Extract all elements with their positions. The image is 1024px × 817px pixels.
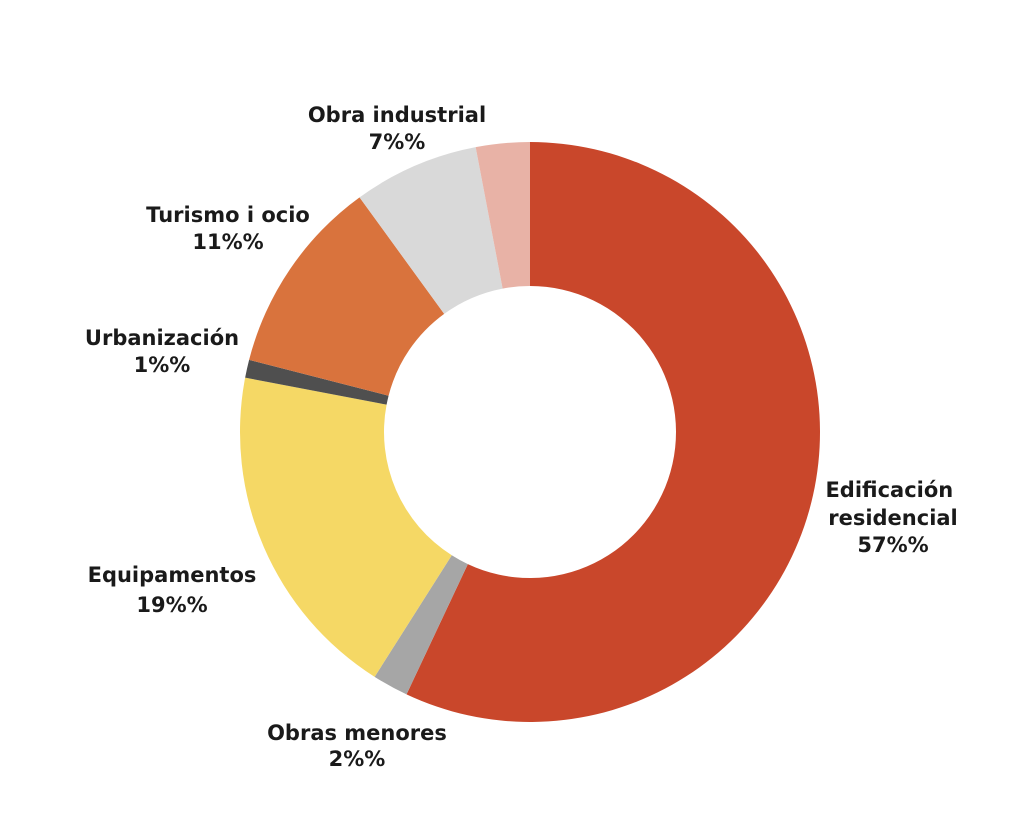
label-equipamentos: Equipamentos: [88, 563, 257, 587]
slices-group: [240, 142, 820, 722]
value-equipamentos: 19%%: [136, 593, 207, 617]
value-urbanizacion: 1%%: [134, 353, 191, 377]
label-turismo-ocio: Turismo i ocio: [146, 203, 310, 227]
slice-obras-menores: [374, 555, 468, 695]
value-obra-industrial: 7%%: [369, 130, 426, 154]
label-obras-menores: Obras menores: [267, 721, 447, 745]
label-edificacion-line1: Edificación: [825, 478, 953, 502]
slice-urbanizacion: [245, 359, 389, 405]
slice-edificacion-residencial: [406, 142, 820, 722]
slice-equipamentos: [240, 377, 452, 677]
slice-unlabeled: [475, 142, 530, 289]
labels-group: Edificación residencial 57%% Obras menor…: [85, 103, 960, 771]
label-edificacion-line2: residencial: [828, 506, 958, 530]
label-edificacion-residencial: Edificación residencial: [825, 478, 960, 530]
value-edificacion-residencial: 57%%: [857, 533, 928, 557]
slice-obra-industrial: [359, 147, 503, 314]
label-urbanizacion: Urbanización: [85, 326, 239, 350]
value-obras-menores: 2%%: [329, 747, 386, 771]
slice-turismo-i-ocio: [249, 197, 445, 396]
value-turismo-ocio: 11%%: [192, 230, 263, 254]
label-obra-industrial: Obra industrial: [308, 103, 486, 127]
